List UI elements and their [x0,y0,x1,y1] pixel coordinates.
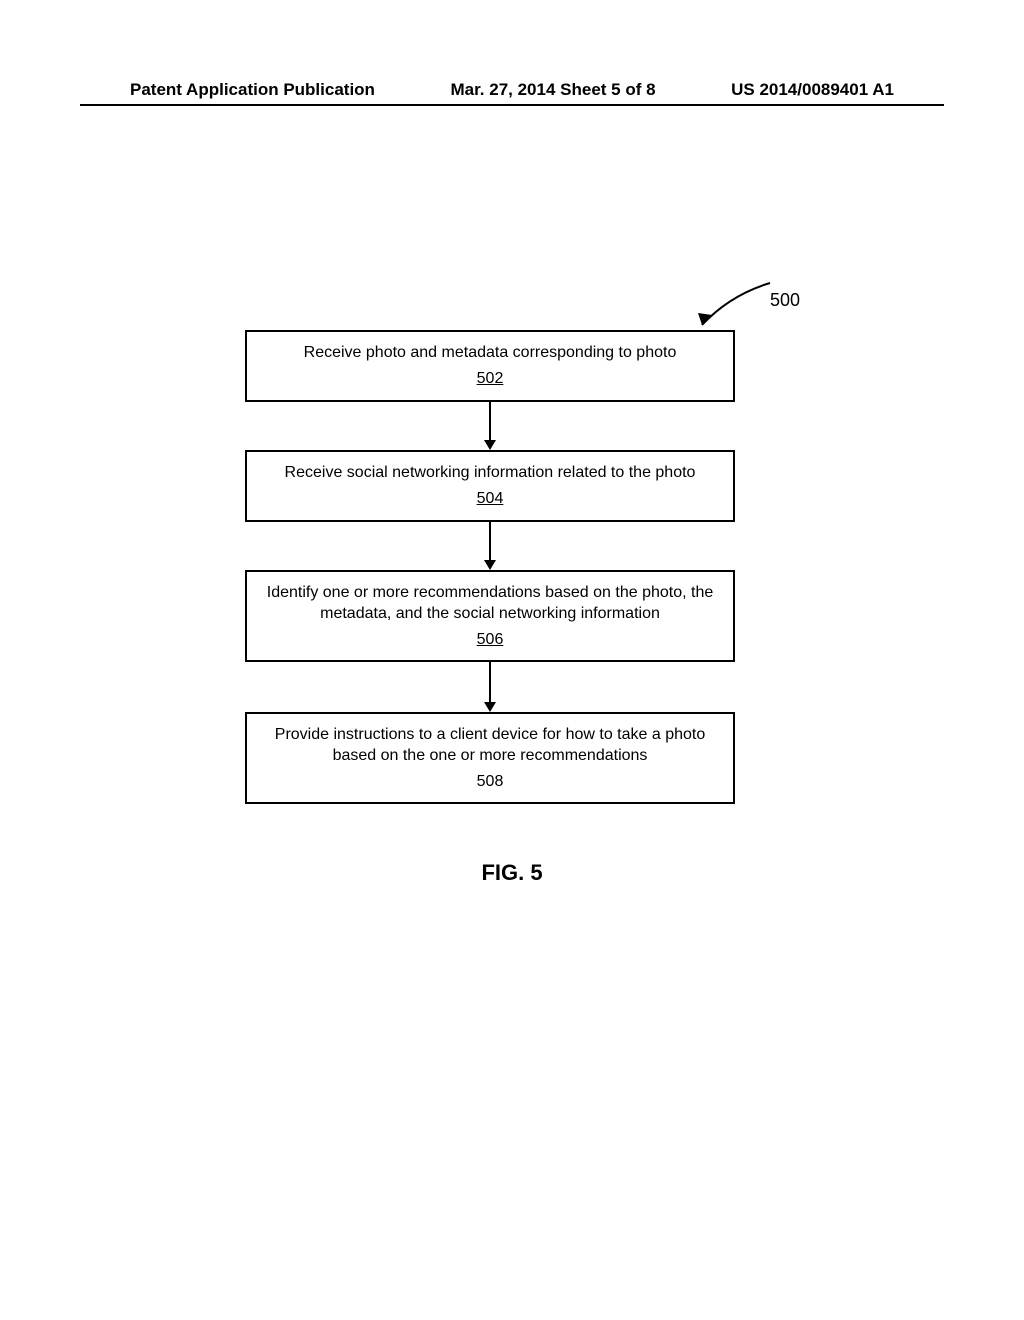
step-text: Identify one or more recommendations bas… [257,582,723,625]
figure-ref-label: 500 [770,290,800,311]
arrow-head-icon [484,702,496,712]
step-text: Provide instructions to a client device … [257,724,723,767]
flow-step-508: Provide instructions to a client device … [245,712,735,804]
arrow-head-icon [484,440,496,450]
step-ref: 504 [477,488,504,510]
flow-step-504: Receive social networking information re… [245,450,735,522]
header-center: Mar. 27, 2014 Sheet 5 of 8 [451,80,656,100]
arrow-shaft [489,662,491,704]
flow-step-502: Receive photo and metadata corresponding… [245,330,735,402]
header-rule [80,104,944,106]
flow-step-506: Identify one or more recommendations bas… [245,570,735,662]
arrow-shaft [489,402,491,442]
page-header: Patent Application Publication Mar. 27, … [0,80,1024,100]
step-text: Receive photo and metadata corresponding… [304,342,677,364]
arrow-shaft [489,522,491,562]
reference-pointer [680,275,880,355]
header-left: Patent Application Publication [130,80,375,100]
arrow-head-icon [484,560,496,570]
header-right: US 2014/0089401 A1 [731,80,894,100]
step-ref: 502 [477,368,504,390]
step-text: Receive social networking information re… [285,462,696,484]
step-ref: 508 [477,771,504,793]
step-ref: 506 [477,629,504,651]
figure-caption: FIG. 5 [0,860,1024,886]
